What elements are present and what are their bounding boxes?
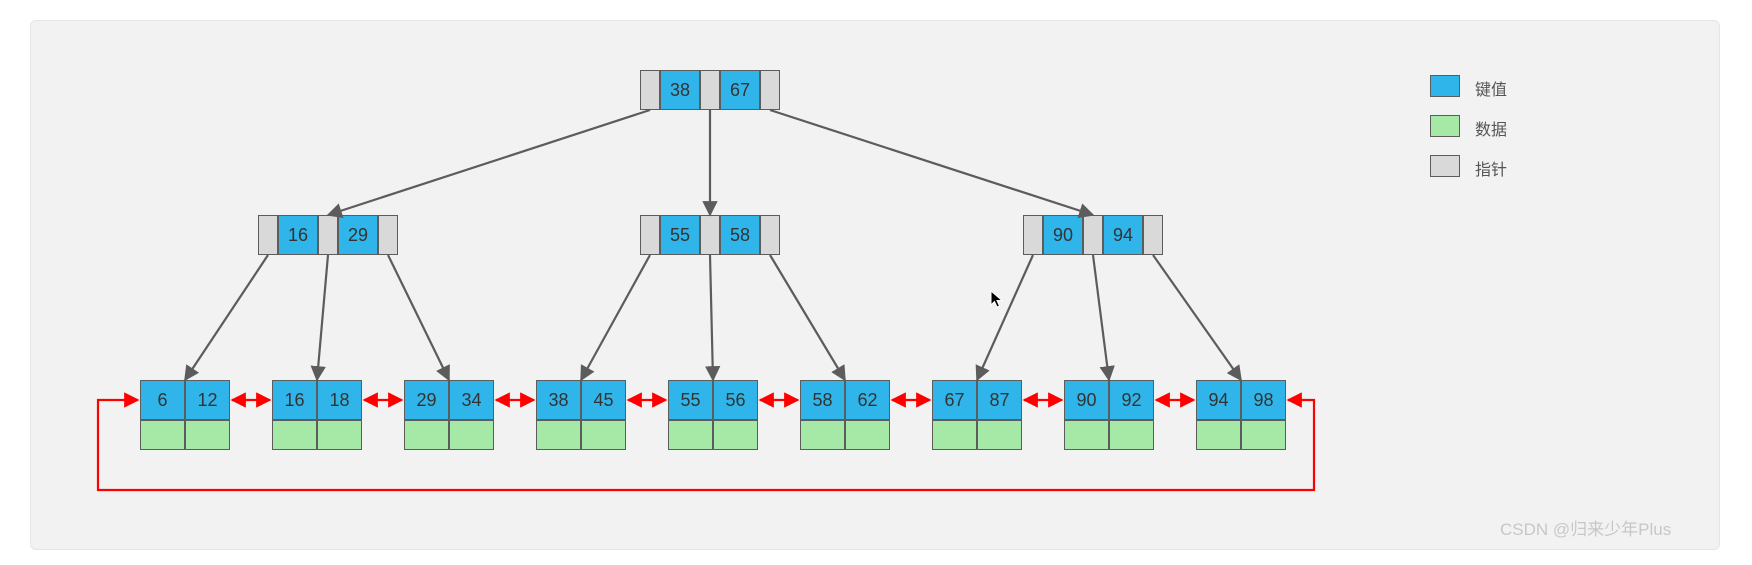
- key-cell: 90: [1043, 215, 1083, 255]
- leaf-data-cell: [581, 420, 626, 450]
- leaf-data-cell: [1064, 420, 1109, 450]
- leaf-key-cell: 29: [404, 380, 449, 420]
- leaf-data-cell: [668, 420, 713, 450]
- leaf-node: 5556: [668, 380, 758, 450]
- leaf-node: 6787: [932, 380, 1022, 450]
- leaf-key-cell: 6: [140, 380, 185, 420]
- leaf-node: 5862: [800, 380, 890, 450]
- key-cell: 67: [720, 70, 760, 110]
- leaf-data-cell: [272, 420, 317, 450]
- leaf-key-cell: 98: [1241, 380, 1286, 420]
- pointer-cell: [700, 70, 720, 110]
- legend-swatch: [1430, 75, 1460, 97]
- key-cell: 38: [660, 70, 700, 110]
- internal-node: 1629: [258, 215, 398, 255]
- diagram-board: [30, 20, 1720, 550]
- leaf-key-cell: 18: [317, 380, 362, 420]
- key-cell: 94: [1103, 215, 1143, 255]
- leaf-key-cell: 34: [449, 380, 494, 420]
- pointer-cell: [640, 70, 660, 110]
- leaf-key-cell: 45: [581, 380, 626, 420]
- leaf-key-cell: 62: [845, 380, 890, 420]
- pointer-cell: [378, 215, 398, 255]
- leaf-key-cell: 12: [185, 380, 230, 420]
- leaf-data-cell: [800, 420, 845, 450]
- key-cell: 55: [660, 215, 700, 255]
- leaf-node: 612: [140, 380, 230, 450]
- pointer-cell: [700, 215, 720, 255]
- leaf-data-cell: [977, 420, 1022, 450]
- legend-swatch: [1430, 155, 1460, 177]
- leaf-key-cell: 58: [800, 380, 845, 420]
- internal-node: 90 94: [1023, 215, 1163, 255]
- pointer-cell: [318, 215, 338, 255]
- legend-swatch: [1430, 115, 1460, 137]
- pointer-cell: [1083, 215, 1103, 255]
- leaf-key-cell: 56: [713, 380, 758, 420]
- leaf-key-cell: 87: [977, 380, 1022, 420]
- pointer-cell: [258, 215, 278, 255]
- leaf-node: 9498: [1196, 380, 1286, 450]
- leaf-key-cell: 90: [1064, 380, 1109, 420]
- leaf-data-cell: [536, 420, 581, 450]
- internal-node: 55 58: [640, 215, 780, 255]
- leaf-key-cell: 38: [536, 380, 581, 420]
- pointer-cell: [640, 215, 660, 255]
- pointer-cell: [1023, 215, 1043, 255]
- key-cell: 16: [278, 215, 318, 255]
- legend-label: 指针: [1475, 156, 1507, 180]
- leaf-key-cell: 94: [1196, 380, 1241, 420]
- leaf-data-cell: [1241, 420, 1286, 450]
- leaf-node: 2934: [404, 380, 494, 450]
- leaf-node: 3845: [536, 380, 626, 450]
- leaf-data-cell: [713, 420, 758, 450]
- leaf-data-cell: [185, 420, 230, 450]
- pointer-cell: [1143, 215, 1163, 255]
- key-cell: 29: [338, 215, 378, 255]
- leaf-data-cell: [845, 420, 890, 450]
- leaf-data-cell: [1196, 420, 1241, 450]
- leaf-key-cell: 67: [932, 380, 977, 420]
- leaf-key-cell: 92: [1109, 380, 1154, 420]
- leaf-data-cell: [404, 420, 449, 450]
- legend-label: 键值: [1475, 76, 1507, 100]
- leaf-data-cell: [449, 420, 494, 450]
- leaf-node: 9092: [1064, 380, 1154, 450]
- leaf-data-cell: [140, 420, 185, 450]
- legend-label: 数据: [1475, 116, 1507, 140]
- pointer-cell: [760, 70, 780, 110]
- leaf-key-cell: 16: [272, 380, 317, 420]
- leaf-data-cell: [1109, 420, 1154, 450]
- leaf-data-cell: [317, 420, 362, 450]
- key-cell: 58: [720, 215, 760, 255]
- watermark-text: CSDN @归来少年Plus: [1500, 515, 1671, 540]
- leaf-node: 1618: [272, 380, 362, 450]
- internal-node: 38 67: [640, 70, 780, 110]
- leaf-data-cell: [932, 420, 977, 450]
- pointer-cell: [760, 215, 780, 255]
- leaf-key-cell: 55: [668, 380, 713, 420]
